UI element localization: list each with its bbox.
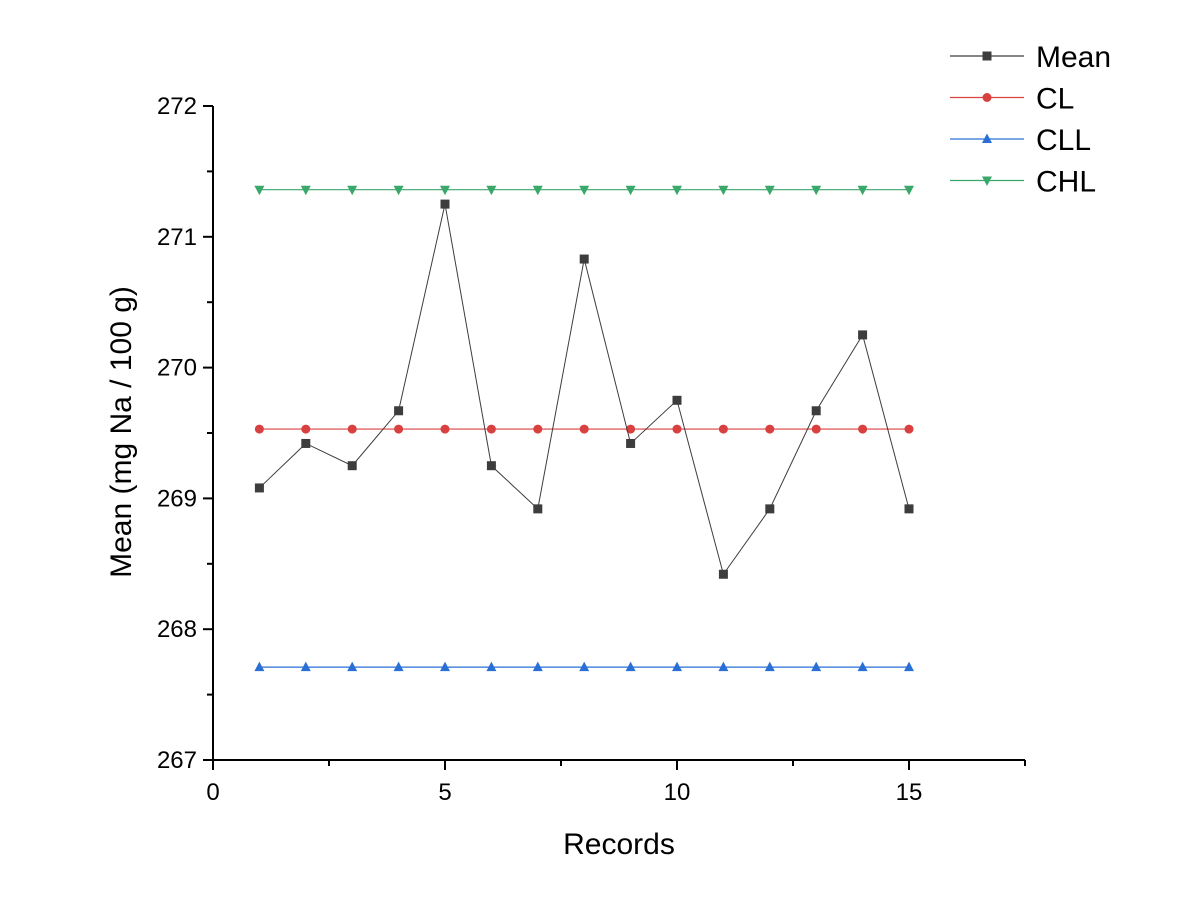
series-cll	[254, 661, 914, 672]
cll-point	[904, 661, 914, 672]
cll-point	[254, 661, 265, 672]
cl-point	[440, 424, 450, 434]
legend-label: CL	[1036, 83, 1074, 116]
mean-point	[486, 461, 496, 471]
cll-point	[440, 661, 450, 672]
x-tick-label: 15	[896, 779, 923, 806]
legend-swatch-marker	[982, 51, 992, 61]
cll-point	[857, 661, 868, 672]
cl-point	[254, 424, 264, 434]
cll-point	[347, 661, 358, 672]
series-cl	[254, 424, 914, 434]
mean-point	[254, 483, 264, 493]
cl-point	[347, 424, 357, 434]
chl-point	[672, 185, 682, 196]
cll-point	[300, 661, 311, 672]
chl-point	[300, 185, 311, 196]
legend-label: CHL	[1036, 166, 1096, 199]
y-tick-label: 268	[157, 616, 197, 643]
cl-point	[301, 424, 311, 434]
mean-point	[811, 406, 821, 416]
cll-point	[486, 661, 497, 672]
y-tick-label: 270	[157, 355, 197, 382]
chl-point	[904, 185, 914, 196]
legend: Mean CL CLL CHL	[950, 41, 1111, 199]
legend-item-mean: Mean	[950, 41, 1111, 74]
chl-point	[532, 185, 543, 196]
cl-point	[672, 424, 682, 434]
mean-point	[904, 504, 914, 514]
cll-point	[625, 661, 636, 672]
legend-item-chl: CHL	[950, 166, 1096, 199]
legend-swatch-marker	[982, 176, 992, 186]
cll-point	[672, 661, 682, 672]
y-tick-label: 269	[157, 485, 197, 512]
cl-point	[858, 424, 868, 434]
mean-point	[718, 569, 728, 579]
chl-point	[440, 185, 450, 196]
mean-point	[533, 504, 543, 514]
cl-point	[718, 424, 728, 434]
cl-point	[626, 424, 636, 434]
chl-point	[579, 185, 590, 196]
cl-point	[394, 424, 404, 434]
mean-point	[394, 406, 404, 416]
mean-point	[301, 438, 311, 448]
legend-item-cll: CLL	[950, 124, 1091, 157]
legend-swatch-marker	[982, 133, 992, 143]
chl-point	[857, 185, 868, 196]
cl-point	[811, 424, 821, 434]
mean-point	[672, 395, 682, 405]
legend-label: Mean	[1036, 41, 1111, 74]
chl-point	[625, 185, 636, 196]
cll-point	[764, 661, 775, 672]
axes: 0 5 10 15 267 268 269 270 271 272	[157, 93, 1026, 806]
mean-point	[626, 438, 636, 448]
mean-point	[858, 330, 868, 340]
chl-point	[811, 185, 822, 196]
cl-point	[486, 424, 496, 434]
cl-point	[904, 424, 914, 434]
cl-point	[579, 424, 589, 434]
y-tick-label: 271	[157, 224, 197, 251]
cl-point	[765, 424, 775, 434]
cl-point	[533, 424, 543, 434]
chl-point	[393, 185, 404, 196]
mean-point	[347, 461, 357, 471]
cll-point	[811, 661, 822, 672]
mean-point	[579, 254, 589, 264]
series-chl	[254, 185, 914, 196]
legend-item-cl: CL	[950, 83, 1074, 116]
y-tick-label: 272	[157, 93, 197, 120]
y-axis-title: Mean (mg Na / 100 g)	[105, 286, 138, 578]
mean-point	[440, 199, 450, 209]
x-tick-label: 0	[206, 779, 219, 806]
chl-point	[347, 185, 358, 196]
legend-label: CLL	[1036, 124, 1091, 157]
cll-point	[532, 661, 543, 672]
y-tick-label: 267	[157, 747, 197, 774]
x-tick-label: 10	[664, 779, 691, 806]
mean-point	[765, 504, 775, 514]
cll-point	[718, 661, 729, 672]
legend-swatch-marker	[982, 93, 992, 102]
chl-point	[764, 185, 775, 196]
x-tick-label: 5	[438, 779, 451, 806]
chl-point	[486, 185, 497, 196]
cll-point	[393, 661, 404, 672]
series-mean	[254, 199, 914, 579]
chl-point	[718, 185, 729, 196]
x-axis-title: Records	[563, 828, 675, 861]
chl-point	[254, 185, 265, 196]
series-layer	[254, 185, 914, 672]
cll-point	[579, 661, 590, 672]
